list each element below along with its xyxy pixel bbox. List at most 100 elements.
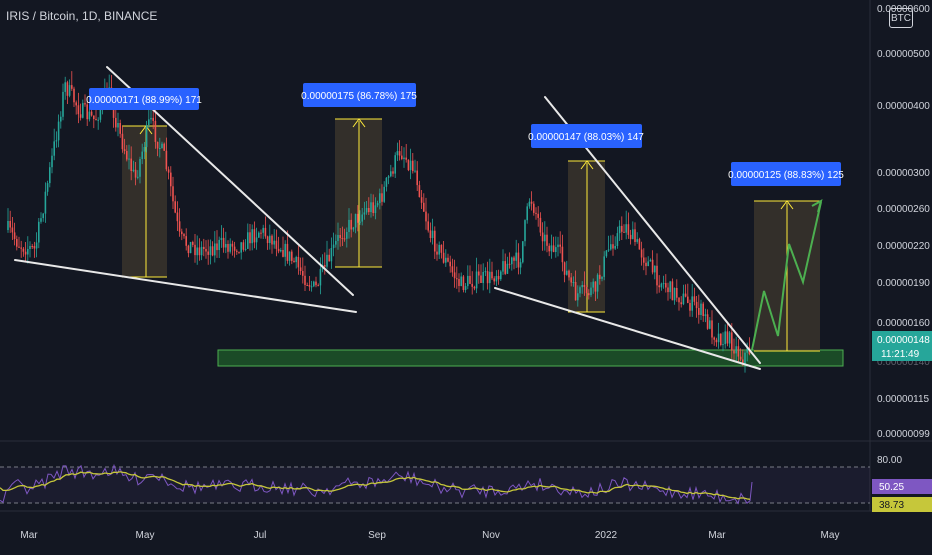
candle-body	[638, 239, 641, 250]
candle-body	[198, 247, 201, 256]
candle-body	[79, 114, 82, 118]
candle-body	[293, 260, 295, 263]
candle-body	[559, 244, 561, 247]
candle-body	[253, 229, 256, 243]
candle-body	[715, 339, 718, 343]
candle-body	[13, 232, 16, 239]
candle-body	[363, 212, 366, 215]
candle-body	[667, 287, 669, 293]
price-tick: 0.00000220	[877, 241, 930, 252]
candle-body	[511, 257, 513, 265]
candle-body	[678, 297, 680, 303]
candle-body	[359, 221, 361, 223]
candle-body	[623, 231, 625, 233]
candle-body	[579, 287, 581, 294]
candle-body	[467, 275, 469, 287]
candle-body	[209, 246, 212, 255]
candle-body	[702, 303, 704, 316]
candle-body	[713, 337, 715, 340]
candle-body	[563, 262, 566, 275]
candle-body	[277, 248, 280, 252]
candle-body	[20, 247, 22, 249]
price-tick: 0.00000260	[877, 204, 930, 215]
candle-body	[471, 283, 473, 287]
candle-body	[440, 244, 443, 253]
candle-body	[99, 108, 102, 120]
measure-box-2-arrowhead	[352, 118, 366, 128]
candle-body	[407, 159, 410, 171]
candle-body	[726, 331, 729, 344]
currency-badge[interactable]: BTC	[889, 8, 913, 28]
candle-body	[456, 278, 458, 280]
candle-body	[535, 212, 537, 214]
candle-body	[148, 119, 150, 125]
rsi-pane[interactable]: 80.00 50.25 38.73	[0, 455, 932, 512]
price-tick: 0.00000300	[877, 168, 930, 179]
candle-body	[57, 121, 60, 141]
candle-body	[552, 245, 555, 253]
candle-body	[636, 239, 638, 242]
candle-body	[605, 250, 608, 257]
candle-body	[229, 243, 231, 252]
candle-body	[361, 214, 363, 222]
measure-boxes[interactable]	[122, 118, 820, 352]
candle-body	[207, 251, 209, 255]
projection-path[interactable]	[751, 201, 822, 351]
candle-body	[537, 213, 539, 218]
candle-body	[647, 261, 649, 266]
support-zone[interactable]	[217, 349, 844, 367]
trend-line-support-1	[14, 259, 357, 313]
candle-body	[728, 332, 731, 344]
candle-body	[130, 158, 132, 171]
candle-body	[242, 242, 245, 250]
measure-label-4-bg	[731, 162, 841, 186]
candle-body	[621, 225, 623, 232]
time-axis[interactable]: Mar May Jul Sep Nov 2022 Mar May	[20, 530, 839, 541]
candle-body	[548, 245, 550, 252]
candle-body	[205, 249, 207, 252]
candle-body	[594, 281, 597, 292]
price-tick: 0.00000600	[877, 4, 930, 15]
candle-body	[376, 203, 379, 206]
candle-body	[473, 286, 476, 289]
current-price-label: 0.00000148 11:21:49	[872, 331, 932, 361]
candle-body	[616, 233, 619, 246]
rsi-value: 50.25	[879, 482, 904, 493]
candle-body	[308, 285, 311, 287]
symbol-title[interactable]: IRIS / Bitcoin, 1D, BINANCE	[6, 9, 158, 23]
candle-body	[35, 242, 38, 249]
candle-body	[220, 237, 223, 240]
candle-body	[394, 155, 396, 174]
candle-body	[442, 252, 445, 263]
candle-body	[504, 261, 506, 274]
candle-body	[247, 232, 249, 249]
candle-body	[44, 191, 47, 214]
candle-body	[332, 244, 335, 249]
time-tick: Nov	[482, 530, 500, 541]
rsi-ma-value-bg	[872, 497, 932, 512]
candle-body	[603, 256, 605, 277]
measure-labels[interactable]: 0.00000171 (88.99%) 171 0.00000175 (86.7…	[86, 83, 844, 186]
candle-body	[236, 250, 238, 252]
candle-body	[629, 234, 632, 240]
bar-countdown: 11:21:49	[881, 349, 920, 360]
candle-body	[717, 333, 720, 343]
candle-body	[643, 257, 645, 263]
candle-body	[326, 254, 328, 267]
candle-body	[269, 235, 271, 243]
candle-body	[181, 231, 183, 235]
candle-body	[143, 147, 146, 152]
candle-body	[194, 244, 196, 256]
candle-body	[625, 224, 627, 233]
candle-body	[86, 104, 88, 120]
candle-body	[475, 271, 478, 289]
candle-body	[40, 218, 42, 222]
candle-body	[541, 232, 544, 242]
price-tick: 0.00000160	[877, 318, 930, 329]
candle-body	[295, 257, 297, 263]
candle-body	[566, 270, 568, 275]
candle-body	[414, 170, 416, 172]
price-axis[interactable]: 0.00000600 0.00000500 0.00000400 0.00000…	[877, 4, 930, 440]
